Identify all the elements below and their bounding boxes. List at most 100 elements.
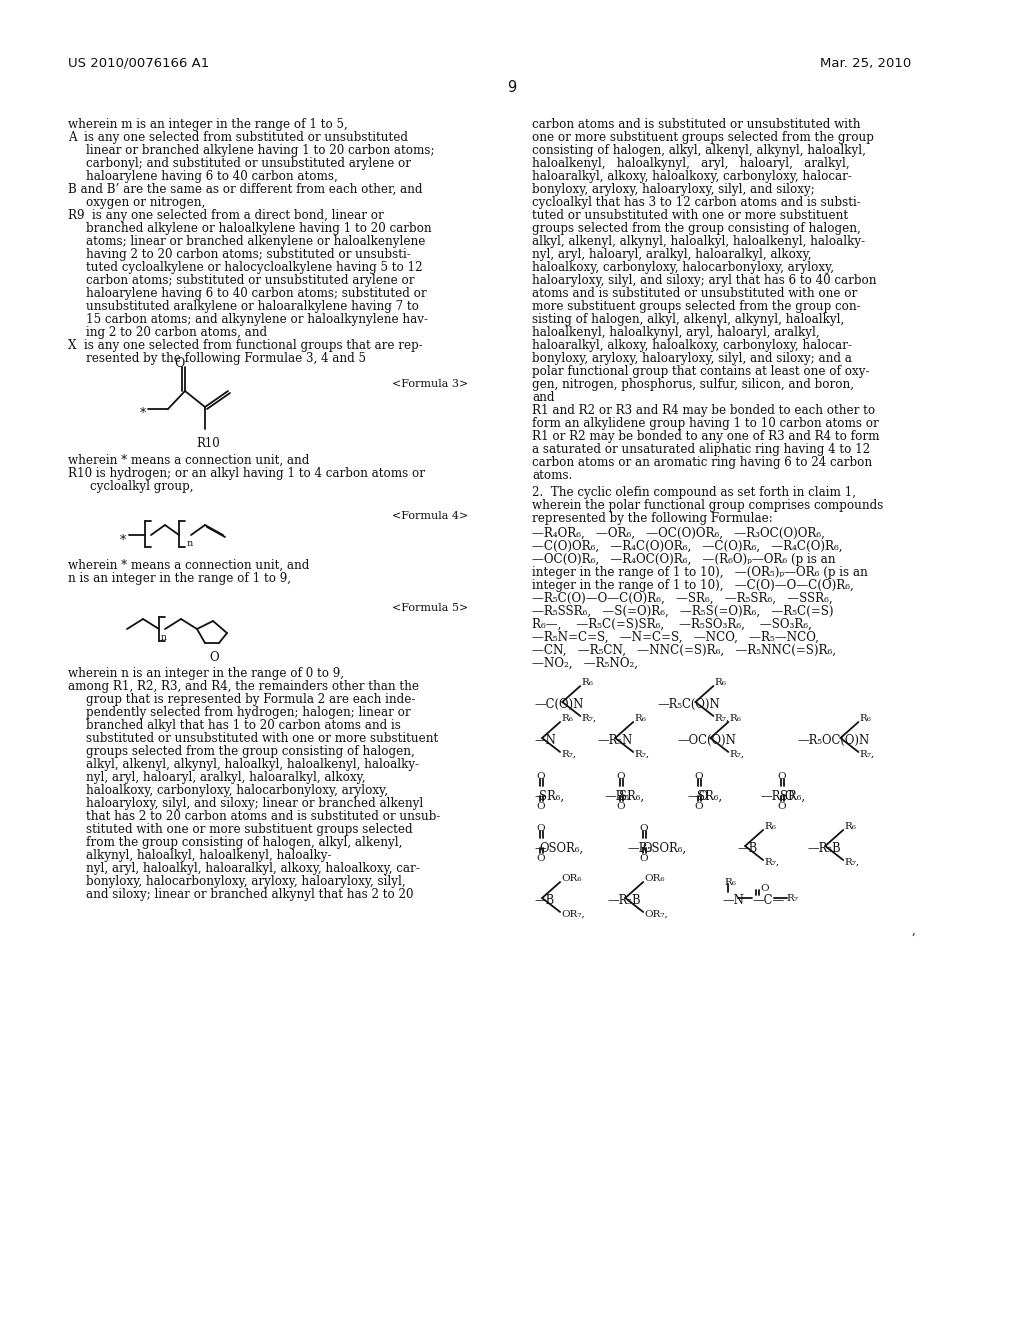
Text: O: O <box>616 803 625 810</box>
Text: —C(O)N: —C(O)N <box>534 698 584 711</box>
Text: —R₅N: —R₅N <box>597 734 632 747</box>
Text: R₆: R₆ <box>582 678 593 686</box>
Text: tuted cycloalkylene or halocycloalkylene having 5 to 12: tuted cycloalkylene or halocycloalkylene… <box>86 261 423 275</box>
Text: R₆: R₆ <box>859 714 871 723</box>
Text: R₆: R₆ <box>561 714 573 723</box>
Text: R₇,: R₇, <box>844 858 859 867</box>
Text: OR₇,: OR₇, <box>561 909 585 919</box>
Text: —N: —N <box>722 894 743 907</box>
Text: O: O <box>174 356 184 370</box>
Text: oxygen or nitrogen,: oxygen or nitrogen, <box>86 195 205 209</box>
Text: OSOR₆,: OSOR₆, <box>539 842 584 855</box>
Text: that has 2 to 20 carbon atoms and is substituted or unsub-: that has 2 to 20 carbon atoms and is sub… <box>86 810 440 822</box>
Text: groups selected from the group consisting of halogen,: groups selected from the group consistin… <box>532 222 861 235</box>
Text: among R1, R2, R3, and R4, the remainders other than the: among R1, R2, R3, and R4, the remainders… <box>68 680 419 693</box>
Text: ,: , <box>912 924 915 937</box>
Text: 2.  The cyclic olefin compound as set forth in claim 1,: 2. The cyclic olefin compound as set for… <box>532 486 856 499</box>
Text: SR₆,: SR₆, <box>697 789 722 803</box>
Text: —R₅OC(O)N: —R₅OC(O)N <box>797 734 869 747</box>
Text: branched alkyl that has 1 to 20 carbon atoms and is: branched alkyl that has 1 to 20 carbon a… <box>86 719 400 733</box>
Text: US 2010/0076166 A1: US 2010/0076166 A1 <box>68 57 209 70</box>
Text: —R₅B: —R₅B <box>607 894 641 907</box>
Text: —N: —N <box>534 734 556 747</box>
Text: form an alkylidene group having 1 to 10 carbon atoms or: form an alkylidene group having 1 to 10 … <box>532 417 879 430</box>
Text: A  is any one selected from substituted or unsubstituted: A is any one selected from substituted o… <box>68 131 408 144</box>
Text: O: O <box>777 772 785 781</box>
Text: consisting of halogen, alkyl, alkenyl, alkynyl, haloalkyl,: consisting of halogen, alkyl, alkenyl, a… <box>532 144 866 157</box>
Text: R₆: R₆ <box>729 714 741 723</box>
Text: R₇,: R₇, <box>582 714 596 723</box>
Text: carbon atoms; substituted or unsubstituted arylene or: carbon atoms; substituted or unsubstitut… <box>86 275 415 286</box>
Text: haloalkenyl,   haloalkynyl,   aryl,   haloaryl,   aralkyl,: haloalkenyl, haloalkynyl, aryl, haloaryl… <box>532 157 850 170</box>
Text: *: * <box>120 535 126 546</box>
Text: —R₅SSR₆,   —S(=O)R₆,   —R₅S(=O)R₆,   —R₅C(=S): —R₅SSR₆, —S(=O)R₆, —R₅S(=O)R₆, —R₅C(=S) <box>532 605 834 618</box>
Text: —R₅B: —R₅B <box>807 842 841 855</box>
Text: haloaryloxy, silyl, and siloxy; linear or branched alkenyl: haloaryloxy, silyl, and siloxy; linear o… <box>86 797 423 810</box>
Text: —C—: —C— <box>752 894 784 907</box>
Text: SR₆,: SR₆, <box>780 789 805 803</box>
Text: haloalkoxy, carbonyloxy, halocarbonyloxy, aryloxy,: haloalkoxy, carbonyloxy, halocarbonyloxy… <box>86 784 388 797</box>
Text: 15 carbon atoms; and alkynylene or haloalkynylene hav-: 15 carbon atoms; and alkynylene or haloa… <box>86 313 428 326</box>
Text: <Formula 5>: <Formula 5> <box>392 603 468 612</box>
Text: atoms.: atoms. <box>532 469 572 482</box>
Text: O: O <box>536 803 545 810</box>
Text: R10: R10 <box>196 437 220 450</box>
Text: —R₅O: —R₅O <box>760 789 795 803</box>
Text: SR₆,: SR₆, <box>539 789 564 803</box>
Text: integer in the range of 1 to 10),   —C(O)—O—C(O)R₆,: integer in the range of 1 to 10), —C(O)—… <box>532 579 854 591</box>
Text: nyl, aryl, haloaryl, aralkyl, haloaralkyl, alkoxy,: nyl, aryl, haloaryl, aralkyl, haloaralky… <box>86 771 366 784</box>
Text: O: O <box>639 854 648 863</box>
Text: wherein * means a connection unit, and: wherein * means a connection unit, and <box>68 454 309 467</box>
Text: O: O <box>536 824 545 833</box>
Text: Mar. 25, 2010: Mar. 25, 2010 <box>820 57 911 70</box>
Text: OR₆: OR₆ <box>561 874 582 883</box>
Text: <Formula 3>: <Formula 3> <box>392 379 468 389</box>
Text: haloarylene having 6 to 40 carbon atoms; substituted or: haloarylene having 6 to 40 carbon atoms;… <box>86 286 427 300</box>
Text: haloaralkyl, alkoxy, haloalkoxy, carbonyloxy, halocar-: haloaralkyl, alkoxy, haloalkoxy, carbony… <box>532 339 852 352</box>
Text: n: n <box>161 634 167 642</box>
Text: and siloxy; linear or branched alkynyl that has 2 to 20: and siloxy; linear or branched alkynyl t… <box>86 888 414 902</box>
Text: haloalkoxy, carbonyloxy, halocarbonyloxy, aryloxy,: haloalkoxy, carbonyloxy, halocarbonyloxy… <box>532 261 834 275</box>
Text: O: O <box>209 651 219 664</box>
Text: —R₅: —R₅ <box>604 789 629 803</box>
Text: —R₅: —R₅ <box>627 842 652 855</box>
Text: —OC(O)N: —OC(O)N <box>677 734 736 747</box>
Text: R₆: R₆ <box>715 678 726 686</box>
Text: substituted or unsubstituted with one or more substituent: substituted or unsubstituted with one or… <box>86 733 438 744</box>
Text: haloaralkyl, alkoxy, haloalkoxy, carbonyloxy, halocar-: haloaralkyl, alkoxy, haloalkoxy, carbony… <box>532 170 852 183</box>
Text: group that is represented by Formula 2 are each inde-: group that is represented by Formula 2 a… <box>86 693 416 706</box>
Text: wherein n is an integer in the range of 0 to 9,: wherein n is an integer in the range of … <box>68 667 344 680</box>
Text: and: and <box>532 391 555 404</box>
Text: O: O <box>536 772 545 781</box>
Text: bonyloxy, aryloxy, haloaryloxy, silyl, and siloxy;: bonyloxy, aryloxy, haloaryloxy, silyl, a… <box>532 183 815 195</box>
Text: n: n <box>187 539 194 548</box>
Text: R9  is any one selected from a direct bond, linear or: R9 is any one selected from a direct bon… <box>68 209 384 222</box>
Text: tuted or unsubstituted with one or more substituent: tuted or unsubstituted with one or more … <box>532 209 848 222</box>
Text: X  is any one selected from functional groups that are rep-: X is any one selected from functional gr… <box>68 339 423 352</box>
Text: R₇,: R₇, <box>764 858 779 867</box>
Text: —: — <box>534 789 546 803</box>
Text: OR₆: OR₆ <box>644 874 665 883</box>
Text: R₆: R₆ <box>764 822 776 832</box>
Text: 9: 9 <box>507 81 517 95</box>
Text: one or more substituent groups selected from the group: one or more substituent groups selected … <box>532 131 873 144</box>
Text: —CN,   —R₅CN,   —NNC(=S)R₆,   —R₅NNC(=S)R₆,: —CN, —R₅CN, —NNC(=S)R₆, —R₅NNC(=S)R₆, <box>532 644 836 657</box>
Text: R1 and R2 or R3 and R4 may be bonded to each other to: R1 and R2 or R3 and R4 may be bonded to … <box>532 404 876 417</box>
Text: nyl, aryl, haloaryl, aralkyl, haloaralkyl, alkoxy,: nyl, aryl, haloaryl, aralkyl, haloaralky… <box>532 248 811 261</box>
Text: haloarylene having 6 to 40 carbon atoms,: haloarylene having 6 to 40 carbon atoms, <box>86 170 338 183</box>
Text: R₇,: R₇, <box>859 750 874 759</box>
Text: carbonyl; and substituted or unsubstituted arylene or: carbonyl; and substituted or unsubstitut… <box>86 157 411 170</box>
Text: groups selected from the group consisting of halogen,: groups selected from the group consistin… <box>86 744 415 758</box>
Text: <Formula 4>: <Formula 4> <box>392 511 468 521</box>
Text: R₇,: R₇, <box>634 750 649 759</box>
Text: carbon atoms or an aromatic ring having 6 to 24 carbon: carbon atoms or an aromatic ring having … <box>532 455 872 469</box>
Text: stituted with one or more substituent groups selected: stituted with one or more substituent gr… <box>86 822 413 836</box>
Text: R₆: R₆ <box>724 878 736 887</box>
Text: ing 2 to 20 carbon atoms, and: ing 2 to 20 carbon atoms, and <box>86 326 267 339</box>
Text: n is an integer in the range of 1 to 9,: n is an integer in the range of 1 to 9, <box>68 572 291 585</box>
Text: —O: —O <box>687 789 709 803</box>
Text: more substituent groups selected from the group con-: more substituent groups selected from th… <box>532 300 860 313</box>
Text: O: O <box>536 854 545 863</box>
Text: having 2 to 20 carbon atoms; substituted or unsubsti-: having 2 to 20 carbon atoms; substituted… <box>86 248 411 261</box>
Text: R₆: R₆ <box>844 822 856 832</box>
